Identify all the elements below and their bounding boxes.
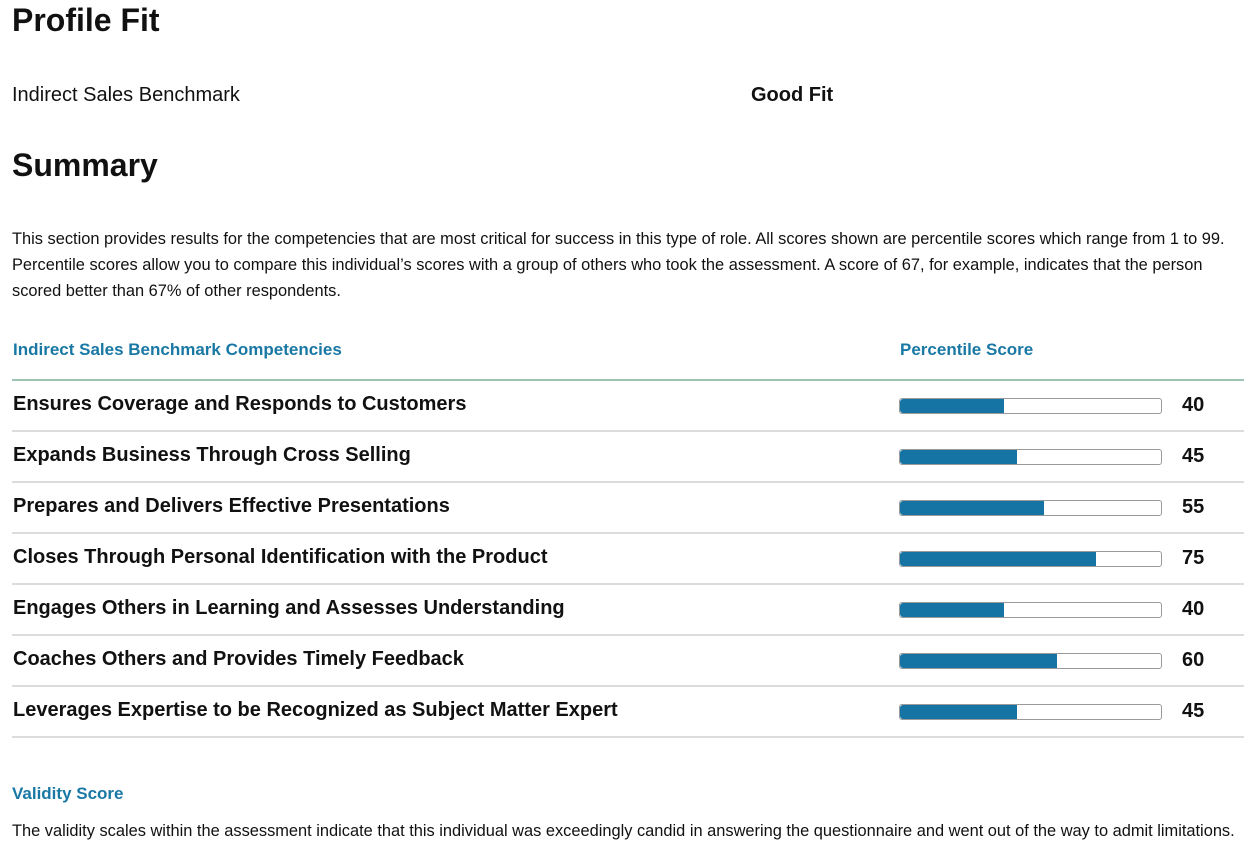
percentile-score: 40 [1182, 394, 1205, 416]
percentile-bar-fill [900, 450, 1018, 464]
benchmark-name: Indirect Sales Benchmark [12, 84, 240, 106]
percentile-bar-fill [900, 654, 1057, 668]
competency-row: Prepares and Delivers Effective Presenta… [12, 483, 1244, 534]
competency-name: Ensures Coverage and Responds to Custome… [13, 393, 467, 415]
percentile-bar [899, 704, 1162, 720]
percentile-bar-fill [900, 603, 1005, 617]
percentile-score: 40 [1182, 598, 1205, 620]
competency-row: Closes Through Personal Identification w… [12, 534, 1244, 585]
percentile-bar [899, 398, 1162, 414]
competency-name: Prepares and Delivers Effective Presenta… [13, 495, 450, 517]
percentile-bar [899, 449, 1162, 465]
percentile-bar-fill [900, 399, 1005, 413]
competency-name: Expands Business Through Cross Selling [13, 444, 411, 466]
summary-description: This section provides results for the co… [12, 230, 1225, 300]
percentile-score: 60 [1182, 649, 1205, 671]
competency-name: Engages Others in Learning and Assesses … [13, 597, 565, 619]
competency-row: Leverages Expertise to be Recognized as … [12, 687, 1244, 738]
validity-description: The validity scales within the assessmen… [12, 822, 1235, 840]
competency-row: Expands Business Through Cross Selling 45 [12, 432, 1244, 483]
competency-row: Engages Others in Learning and Assesses … [12, 585, 1244, 636]
percentile-bar [899, 602, 1162, 618]
competency-row: Coaches Others and Provides Timely Feedb… [12, 636, 1244, 687]
validity-score-title: Validity Score [12, 784, 124, 803]
percentile-score: 45 [1182, 445, 1205, 467]
percentile-score: 55 [1182, 496, 1205, 518]
header-divider [12, 379, 1244, 381]
profile-fit-title: Profile Fit [12, 2, 160, 38]
percentile-score: 45 [1182, 700, 1205, 722]
percentile-bar [899, 653, 1162, 669]
percentile-bar-fill [900, 552, 1096, 566]
competency-list: Ensures Coverage and Responds to Custome… [12, 381, 1244, 738]
percentile-bar-fill [900, 501, 1044, 515]
summary-title: Summary [12, 147, 158, 183]
competency-table-header: Indirect Sales Benchmark Competencies Pe… [12, 338, 1244, 362]
competency-row: Ensures Coverage and Responds to Custome… [12, 381, 1244, 432]
competency-name: Coaches Others and Provides Timely Feedb… [13, 648, 464, 670]
competency-column-header: Indirect Sales Benchmark Competencies [13, 340, 342, 359]
percentile-score: 75 [1182, 547, 1205, 569]
score-column-header: Percentile Score [900, 340, 1034, 359]
percentile-bar-fill [900, 705, 1018, 719]
profile-fit-row: Indirect Sales Benchmark Good Fit [12, 82, 1244, 108]
competency-name: Closes Through Personal Identification w… [13, 546, 548, 568]
percentile-bar [899, 551, 1162, 567]
percentile-bar [899, 500, 1162, 516]
fit-result: Good Fit [751, 84, 834, 106]
competency-name: Leverages Expertise to be Recognized as … [13, 699, 618, 721]
